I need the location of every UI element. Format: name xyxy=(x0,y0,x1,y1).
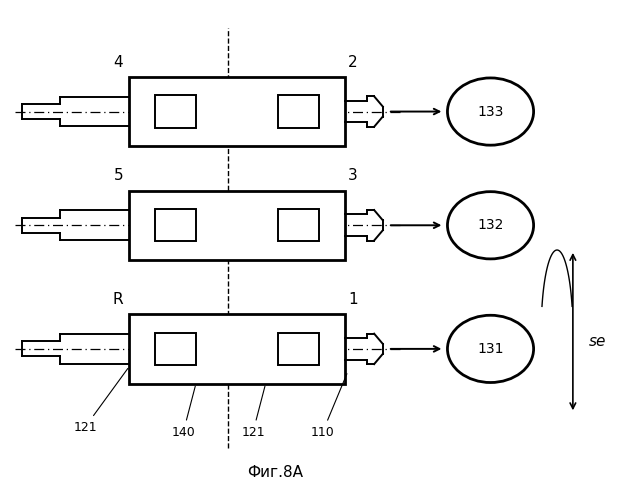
Bar xyxy=(155,209,196,242)
Text: 121: 121 xyxy=(73,368,128,434)
Text: 110: 110 xyxy=(311,374,347,438)
Bar xyxy=(130,77,345,146)
Text: 4: 4 xyxy=(114,54,123,70)
Bar xyxy=(279,96,320,128)
Bar xyxy=(130,190,345,260)
Bar xyxy=(155,96,196,128)
Text: 2: 2 xyxy=(348,54,358,70)
Bar xyxy=(155,333,196,365)
Text: 5: 5 xyxy=(114,168,123,183)
Bar xyxy=(279,333,320,365)
Text: 121: 121 xyxy=(241,386,265,438)
Text: 140: 140 xyxy=(171,386,196,438)
Text: 131: 131 xyxy=(477,342,504,356)
Text: 133: 133 xyxy=(477,104,504,118)
Text: Фиг.8А: Фиг.8А xyxy=(247,465,303,480)
Text: 132: 132 xyxy=(477,218,504,232)
Text: se: se xyxy=(589,334,606,349)
Text: R: R xyxy=(112,292,123,307)
Bar xyxy=(279,209,320,242)
Text: 1: 1 xyxy=(348,292,358,307)
Bar xyxy=(130,314,345,384)
Text: 3: 3 xyxy=(348,168,358,183)
